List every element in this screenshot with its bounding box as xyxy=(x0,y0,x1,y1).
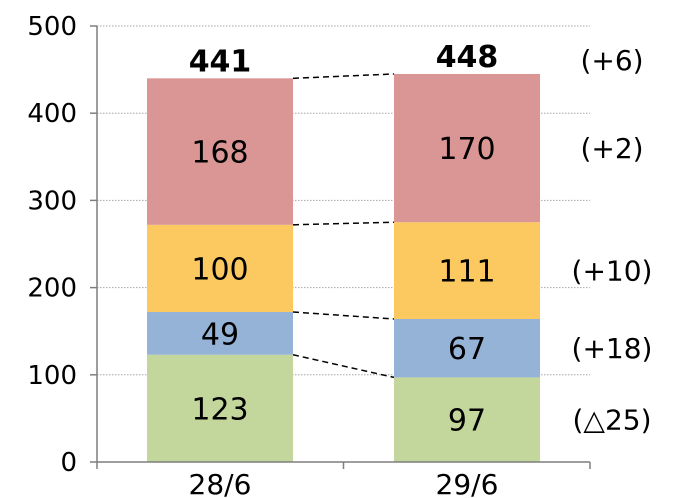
x-category-label: 28/6 xyxy=(189,468,252,498)
bar-segment xyxy=(147,78,293,225)
y-tick-label: 100 xyxy=(27,361,77,391)
connector-line xyxy=(292,311,395,320)
total-value-label: 441 xyxy=(189,44,252,79)
y-tick-label: 500 xyxy=(27,12,77,42)
change-label: (△25) xyxy=(572,404,651,437)
change-label: (+2) xyxy=(580,132,643,165)
y-tick-label: 400 xyxy=(27,99,77,129)
x-category-label: 29/6 xyxy=(436,468,499,498)
connector-line xyxy=(292,354,395,379)
total-value-label: 448 xyxy=(436,40,499,75)
segment-value-label: 97 xyxy=(448,404,486,439)
bar-segment xyxy=(394,318,540,378)
bar-segments xyxy=(147,73,540,462)
bar-segment xyxy=(147,312,293,355)
axes xyxy=(90,25,591,469)
labels: 0 100 200 300 400 500 28/6 29/6 123 49 100 168 441 97… xyxy=(27,12,652,498)
y-tick-label: 200 xyxy=(27,274,77,304)
y-tick-label: 300 xyxy=(27,186,77,216)
bar-segment xyxy=(394,73,540,223)
segment-value-label: 168 xyxy=(191,136,248,171)
segment-value-label: 111 xyxy=(438,255,495,290)
segment-value-label: 49 xyxy=(201,317,239,352)
bar-segment xyxy=(394,377,540,462)
bar-segment xyxy=(147,224,293,313)
change-label: (+10) xyxy=(572,255,653,288)
bar-segment xyxy=(394,222,540,319)
y-tick-label: 0 xyxy=(60,448,77,478)
connector-line xyxy=(292,73,395,80)
segment-value-label: 67 xyxy=(448,332,486,367)
connector-lines xyxy=(292,73,395,379)
segment-value-label: 170 xyxy=(438,132,495,167)
segment-value-label: 100 xyxy=(191,252,248,287)
bar-segment xyxy=(147,354,293,462)
change-label: (+18) xyxy=(572,332,653,365)
change-label: (+6) xyxy=(580,44,643,77)
connector-line xyxy=(292,221,395,226)
segment-value-label: 123 xyxy=(191,392,248,427)
